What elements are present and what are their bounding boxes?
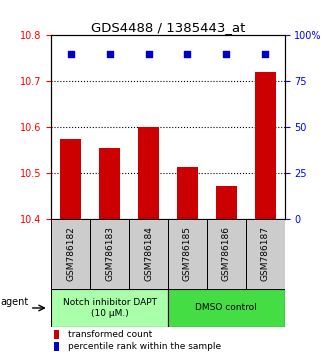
Bar — [246, 219, 285, 289]
Point — [68, 51, 73, 57]
Bar — [90, 219, 129, 289]
Bar — [255, 72, 276, 219]
Bar — [54, 342, 59, 351]
Text: percentile rank within the sample: percentile rank within the sample — [68, 342, 221, 351]
Bar — [99, 148, 120, 219]
Bar — [177, 167, 198, 219]
Point — [224, 51, 229, 57]
Bar — [60, 139, 81, 219]
Bar — [54, 330, 59, 338]
Title: GDS4488 / 1385443_at: GDS4488 / 1385443_at — [91, 21, 245, 34]
Bar — [215, 186, 237, 219]
Point — [262, 51, 268, 57]
Bar — [129, 219, 168, 289]
Bar — [51, 219, 90, 289]
Bar — [51, 289, 168, 327]
Text: GSM786184: GSM786184 — [144, 227, 153, 281]
Point — [146, 51, 151, 57]
Bar — [168, 219, 207, 289]
Bar — [168, 289, 285, 327]
Text: GSM786182: GSM786182 — [66, 227, 75, 281]
Point — [107, 51, 112, 57]
Text: GSM786185: GSM786185 — [183, 227, 192, 281]
Text: agent: agent — [0, 297, 28, 307]
Text: DMSO control: DMSO control — [195, 303, 257, 313]
Text: transformed count: transformed count — [68, 330, 152, 339]
Text: GSM786187: GSM786187 — [261, 227, 270, 281]
Text: GSM786183: GSM786183 — [105, 227, 114, 281]
Point — [185, 51, 190, 57]
Text: GSM786186: GSM786186 — [222, 227, 231, 281]
Bar — [207, 219, 246, 289]
Bar — [138, 127, 159, 219]
Text: Notch inhibitor DAPT
(10 μM.): Notch inhibitor DAPT (10 μM.) — [63, 298, 157, 318]
